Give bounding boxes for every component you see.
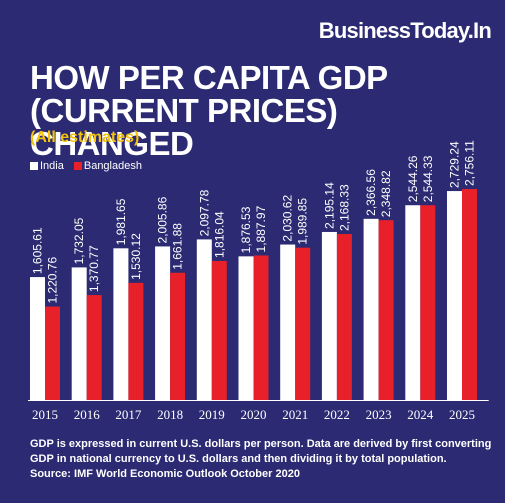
data-label-bangladesh-2017: 1,530.12 bbox=[129, 233, 143, 280]
footnote-line-1: GDP is expressed in current U.S. dollars… bbox=[30, 438, 492, 450]
bar-bangladesh-2025 bbox=[462, 189, 477, 400]
x-tick-label-2023: 2023 bbox=[366, 407, 392, 422]
bar-india-2019 bbox=[196, 239, 212, 400]
data-label-india-2015: 1,605.61 bbox=[31, 227, 45, 274]
bar-bangladesh-2021 bbox=[295, 247, 311, 400]
bar-bangladesh-2019 bbox=[211, 260, 227, 400]
bar-india-2020 bbox=[238, 256, 254, 400]
data-label-bangladesh-2019: 1,816.04 bbox=[212, 211, 226, 258]
chart-title-line-1: HOW PER CAPITA GDP bbox=[30, 59, 388, 96]
data-label-bangladesh-2023: 2,348.82 bbox=[379, 170, 393, 217]
bar-bangladesh-2017 bbox=[128, 282, 144, 400]
data-label-bangladesh-2024: 2,544.33 bbox=[421, 155, 435, 202]
chart-legend: India Bangladesh bbox=[30, 160, 148, 172]
data-label-bangladesh-2025: 2,756.11 bbox=[463, 140, 477, 186]
footnote-line-3: Source: IMF World Economic Outlook Octob… bbox=[30, 468, 300, 480]
bar-bangladesh-2015 bbox=[45, 306, 60, 400]
legend-item-india: India bbox=[30, 160, 64, 172]
x-tick-label-2022: 2022 bbox=[324, 407, 350, 422]
data-label-india-2020: 1,876.53 bbox=[239, 206, 253, 253]
bar-india-2023 bbox=[363, 218, 379, 400]
bar-india-2024 bbox=[405, 205, 421, 400]
data-label-bangladesh-2022: 2,168.33 bbox=[337, 184, 351, 231]
legend-label-india: India bbox=[40, 160, 64, 172]
x-tick-label-2020: 2020 bbox=[241, 407, 267, 422]
legend-swatch-bangladesh bbox=[73, 162, 82, 170]
legend-swatch-india bbox=[30, 162, 38, 170]
x-tick-label-2017: 2017 bbox=[115, 407, 142, 422]
bar-india-2022 bbox=[321, 231, 337, 400]
bar-bangladesh-2020 bbox=[253, 255, 269, 400]
data-label-bangladesh-2015: 1,220.76 bbox=[46, 257, 60, 304]
x-tick-label-2021: 2021 bbox=[282, 407, 308, 422]
bar-india-2017 bbox=[113, 248, 129, 400]
data-label-bangladesh-2016: 1,370.77 bbox=[87, 245, 101, 292]
chart-subtitle: (All estimates) bbox=[30, 129, 140, 146]
chart-title: HOW PER CAPITA GDP (CURRENT PRICES) CHAN… bbox=[30, 61, 490, 160]
bar-india-2016 bbox=[71, 267, 87, 400]
legend-label-bangladesh: Bangladesh bbox=[83, 160, 142, 172]
data-label-india-2017: 1,981.65 bbox=[114, 198, 128, 245]
bar-bangladesh-2016 bbox=[86, 295, 102, 400]
bar-bangladesh-2023 bbox=[378, 220, 394, 400]
data-label-bangladesh-2018: 1,661.88 bbox=[171, 223, 185, 270]
x-tick-label-2024: 2024 bbox=[407, 407, 434, 422]
footnote-line-2: GDP in national currency to U.S. dollars… bbox=[30, 453, 447, 465]
x-tick-label-2015: 2015 bbox=[32, 407, 58, 422]
x-tick-label-2019: 2019 bbox=[199, 407, 225, 422]
data-label-india-2018: 2,005.86 bbox=[156, 196, 170, 243]
bar-india-2015 bbox=[30, 277, 45, 400]
data-label-india-2021: 2,030.62 bbox=[281, 195, 295, 242]
chart-title-line-2: (CURRENT PRICES) CHANGED bbox=[30, 92, 338, 162]
bar-india-2021 bbox=[280, 244, 296, 400]
bar-india-2025 bbox=[447, 191, 462, 400]
data-label-india-2022: 2,195.14 bbox=[322, 182, 336, 229]
data-label-india-2016: 1,732.05 bbox=[72, 217, 86, 264]
x-tick-label-2025: 2025 bbox=[449, 407, 475, 422]
bar-bangladesh-2022 bbox=[336, 234, 352, 400]
data-label-india-2019: 2,097.78 bbox=[197, 189, 211, 236]
bar-india-2018 bbox=[155, 246, 171, 400]
data-label-india-2024: 2,544.26 bbox=[406, 155, 420, 202]
x-tick-label-2016: 2016 bbox=[74, 407, 101, 422]
data-label-bangladesh-2021: 1,989.85 bbox=[296, 198, 310, 245]
bar-bangladesh-2018 bbox=[170, 272, 186, 400]
data-label-india-2025: 2,729.24 bbox=[448, 141, 462, 188]
legend-item-bangladesh: Bangladesh bbox=[73, 160, 142, 172]
bar-bangladesh-2024 bbox=[420, 205, 436, 400]
brand-logo: BusinessToday.In bbox=[318, 18, 492, 43]
data-label-bangladesh-2020: 1,887.97 bbox=[254, 205, 268, 252]
footnote: GDP is expressed in current U.S. dollars… bbox=[30, 437, 500, 482]
x-tick-label-2018: 2018 bbox=[157, 407, 183, 422]
data-label-india-2023: 2,366.56 bbox=[364, 169, 378, 216]
